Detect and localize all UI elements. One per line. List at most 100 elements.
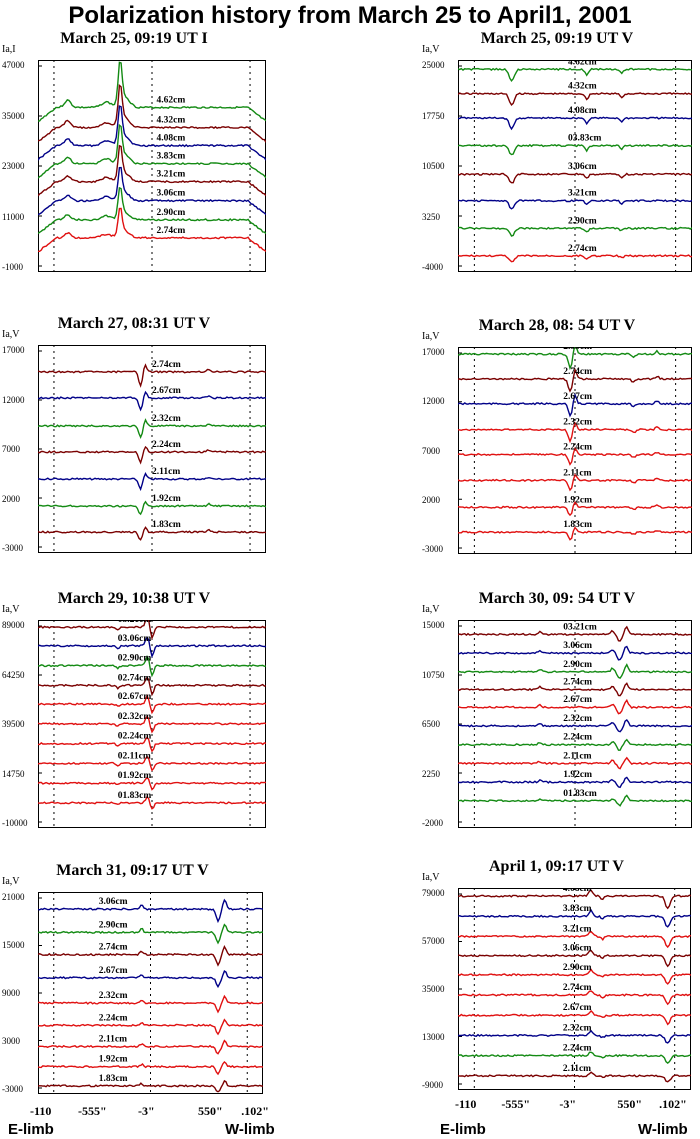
series-line [38,636,266,659]
series-label: 2.67cm [152,386,181,396]
series-line [458,421,692,444]
series-line [458,526,692,541]
series-line [458,756,692,770]
y-tick-label: -3000 [2,543,23,553]
x-tick-label: .102" [241,1104,269,1118]
series-line [458,172,692,184]
plot-area: 4.62cm 4.32cm 4.08cm 3.83cm 3.21cm 3.06cm 2.90… [38,60,266,272]
series-line [38,776,266,791]
series-line [38,1061,263,1076]
series-line [38,207,266,252]
series-line [38,994,263,1014]
series-line [38,944,263,967]
series-label: 1.92cm [563,770,592,780]
y-tick-label: 21000 [2,892,25,902]
series-line [458,949,691,968]
bottom-axis-right: -110 -555" -3" 550" .102" [455,1097,695,1113]
series-line [38,715,266,734]
x-tick-label: 550" [198,1104,223,1118]
series-label: 2.90cm [563,963,592,973]
series-label: 2.11cm [563,1064,591,1074]
x-tick-label: -110 [30,1104,52,1118]
series-label: 2.32cm [563,418,592,428]
series-line [458,226,692,237]
e-limb-label-right: E-limb [440,1121,486,1138]
chart-title: March 29, 10:38 UT V [57,590,211,607]
y-tick-label: 17000 [2,345,25,355]
series-label: 2.11cm [99,1034,127,1044]
series-line [38,472,266,492]
series-line [38,500,266,516]
y-tick-label: 64250 [2,669,25,680]
x-tick-label: -110 [455,1097,477,1111]
chart-title: April 1, 09:17 UT V [489,858,624,875]
series-label: 1.92cm [563,495,592,505]
chart-panel: March 27, 08:31 UT V Ia,V 17000 12000 7000 20… [0,315,268,557]
series-label: 3.06cm [563,641,592,651]
x-tick-label: -3" [559,1097,577,1111]
series-line [38,736,266,753]
y-tick-label: 9000 [2,988,20,998]
y-tick-label: 10500 [422,161,445,171]
series-line [38,390,266,412]
series-label: 2.90cm [568,216,597,226]
y-tick-label: 12000 [422,396,445,407]
series-label: 2.90cm [563,347,592,352]
chart-panel: March 30, 09: 54 UT V Ia,V 15000 10750 6500 2… [420,590,694,832]
y-tick-label: 79000 [422,888,445,898]
series-label: 01.83cm [118,791,152,801]
series-label: 2.24cm [563,443,592,453]
series-line [458,682,692,697]
chart-panel: March 29, 10:38 UT V Ia,V 89000 64250 39500 1… [0,590,268,832]
series-line [458,1071,691,1083]
y-tick-label: 14750 [2,768,25,779]
y-tick-label: -1000 [2,262,23,272]
series-line [458,663,692,679]
series-line [38,1079,263,1093]
series-label: 4.32cm [568,82,597,92]
series-line [458,92,692,106]
y-tick-label: 39500 [2,719,25,729]
y-axis-unit: Ia,V [2,876,20,887]
series-label: 4.08cm [568,106,597,116]
series-line [458,1051,691,1065]
y-tick-label: 17000 [422,347,445,357]
x-tick-label: -555" [78,1104,107,1118]
y-tick-label: 2000 [422,494,440,505]
y-tick-label: 2250 [422,768,440,779]
y-axis-unit: Ia,V [422,331,440,342]
series-line [38,795,266,810]
series-line [38,923,263,945]
plot-frame [38,60,266,272]
series-line [458,199,692,210]
series-label: 02.67cm [118,692,152,702]
chart-panel: March 25, 09:19 UT V Ia,V 25000 17750 10500 3… [420,30,694,276]
series-label: 2.24cm [152,440,181,450]
plot-area: 2.74cm 2.67cm 2.32cm 2.24cm 2.11cm 1.92cm 1.83… [38,345,266,553]
plot-area: 4.62cm 4.32cm 4.08cm 03.83cm 3.06cm 3.21cm 2.9… [458,60,692,272]
series-label: 02.74cm [118,673,152,683]
series-line [38,123,266,179]
series-label: 3.06cm [568,162,597,172]
series-line [458,889,691,910]
w-limb-label-left: W-limb [225,1121,275,1138]
chart-title: March 31, 09:17 UT V [56,862,209,879]
y-tick-label: 23000 [2,161,25,171]
y-tick-label: -3000 [422,544,443,554]
series-label: 3.06cm [157,189,186,199]
series-label: 4.08cm [563,888,592,894]
series-label: 03.21cm [118,620,152,625]
series-label: 3.21cm [568,189,597,199]
y-tick-label: 35000 [2,110,25,121]
plot-area: 03.21cm 03.06cm 02.90cm 02.74cm 02.67cm 02.32… [38,620,266,828]
series-label: 2.74cm [157,226,186,236]
series-line [458,143,692,156]
y-tick-label: -10000 [2,818,28,828]
series-line [458,930,691,949]
plot-area: 3.06cm 2.90cm 2.74cm 2.67cm 2.32cm 2.24cm 2.11… [38,892,263,1094]
series-line [38,186,266,235]
series-line [38,526,266,541]
y-axis-unit: Ia,V [2,329,20,340]
series-line [458,254,692,263]
series-label: 1.83cm [563,520,592,530]
